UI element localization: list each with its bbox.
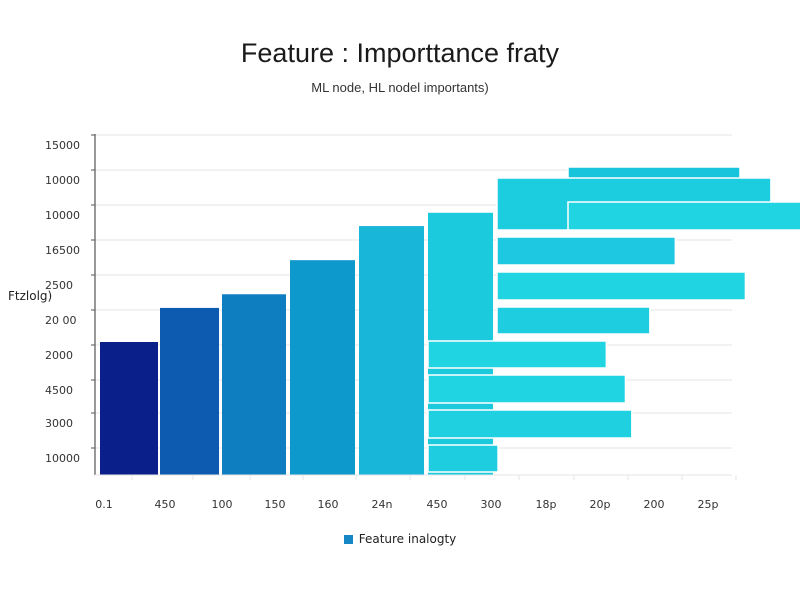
horizontal-bar — [496, 236, 677, 266]
vertical-bar — [222, 294, 286, 475]
y-tick-label: 15000 — [45, 139, 80, 152]
x-tick-label: 20p — [590, 498, 611, 511]
x-tick-label: 200 — [644, 498, 665, 511]
x-axis-ticks: 0.1 450 100 150 160 24n 450 300 18p 20p 200 25p — [95, 475, 737, 511]
y-axis-ticks: 15000 10000 10000 16500 2500 20 00 2000 4500 300… — [45, 134, 95, 465]
chart-title: Feature : Importtance fraty — [240, 38, 560, 68]
x-tick-label: 160 — [318, 498, 339, 511]
x-tick-label: 450 — [427, 498, 448, 511]
x-tick-label: 0.1 — [95, 498, 113, 511]
x-tick-label: 100 — [212, 498, 233, 511]
y-tick-label: 10000 — [45, 452, 80, 465]
legend-swatch — [343, 535, 353, 544]
y-tick-label: 2500 — [45, 279, 73, 292]
horizontal-bar — [427, 409, 633, 439]
legend: Feature inalogty — [0, 532, 800, 546]
vertical-bar — [359, 226, 424, 475]
horizontal-bar — [427, 444, 499, 473]
horizontal-bar — [427, 340, 608, 369]
y-tick-label: 2000 — [45, 349, 73, 362]
horizontal-bar — [496, 306, 651, 335]
y-tick-label: 16500 — [45, 244, 80, 257]
x-tick-label: 150 — [265, 498, 286, 511]
horizontal-bar — [496, 271, 747, 301]
y-tick-label: 10000 — [45, 209, 80, 222]
x-tick-label: 300 — [481, 498, 502, 511]
y-tick-label: 20 00 — [45, 314, 77, 327]
vertical-bar — [100, 342, 158, 475]
vertical-bar — [160, 307, 219, 475]
x-tick-label: 450 — [155, 498, 176, 511]
x-tick-label: 18p — [536, 498, 557, 511]
y-tick-label: 10000 — [45, 174, 80, 187]
vertical-bar — [290, 260, 355, 475]
chart-subtitle: ML node, HL nodel importants) — [311, 80, 489, 95]
horizontal-bar — [567, 201, 800, 231]
x-tick-label: 25p — [698, 498, 719, 511]
x-tick-label: 24n — [372, 498, 393, 511]
legend-label: Feature inalogty — [358, 532, 457, 546]
y-axis-label: Ftzlolg) — [8, 289, 52, 303]
horizontal-bar — [427, 374, 627, 404]
y-tick-label: 3000 — [45, 417, 73, 430]
bar-group — [100, 166, 800, 476]
y-tick-label: 4500 — [45, 384, 73, 397]
axes — [94, 134, 732, 476]
